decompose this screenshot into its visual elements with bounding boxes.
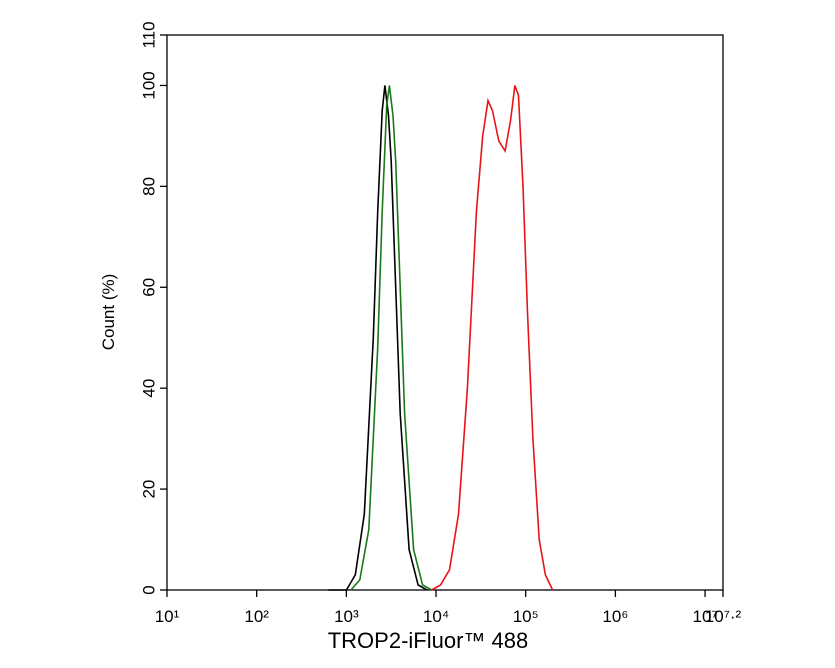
x-tick-label: 10³ [334,607,359,626]
x-tick-label: 10⁴ [423,607,449,626]
y-tick-label: 80 [139,177,158,196]
y-tick-label: 100 [139,71,158,99]
x-tick-label: 10⁷ [693,607,718,626]
series-line [431,85,554,591]
y-tick-label: 40 [139,379,158,398]
series-line [350,85,432,591]
series-line [328,85,428,591]
y-tick-label: 110 [139,21,158,48]
x-tick-label: 10² [244,607,269,626]
x-tick-label: 10¹ [155,607,180,626]
x-axis-label: TROP2-iFluor™ 488 [328,628,529,653]
x-tick-label: 10⁷·² [705,607,742,626]
y-tick-label: 60 [139,278,158,297]
plot-frame [166,34,724,591]
y-tick-label: 20 [139,480,158,499]
x-tick-label: 10⁵ [513,607,539,626]
y-tick-label: 0 [139,585,158,594]
y-axis-label: Count (%) [99,274,118,351]
x-tick-label: 10⁶ [602,607,628,626]
